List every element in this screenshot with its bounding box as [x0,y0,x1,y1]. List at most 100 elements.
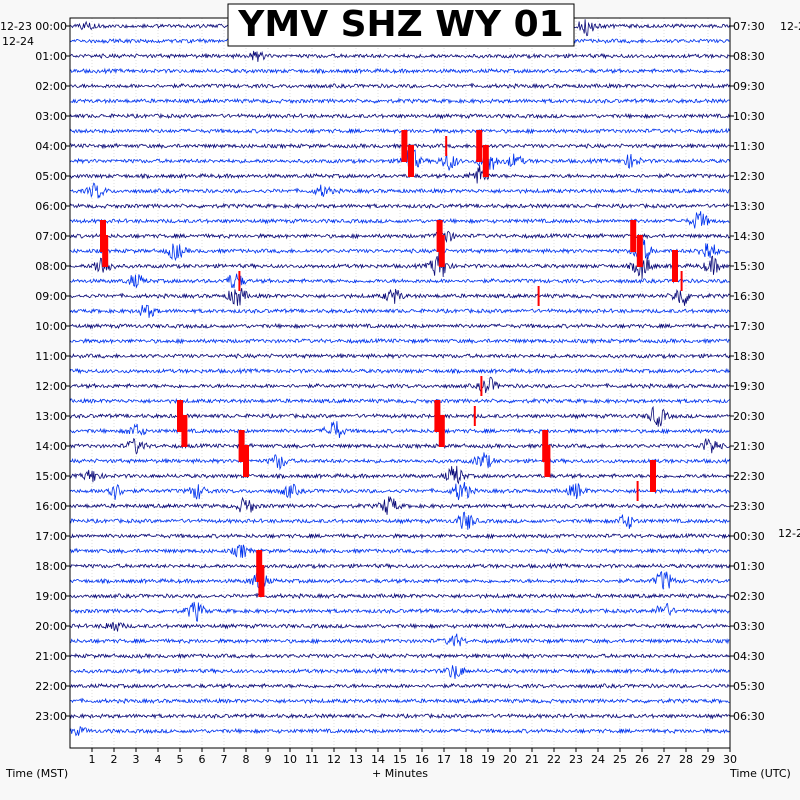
right-hour-label: 14:30 [733,230,765,243]
left-hour-label: 14:00 [35,440,67,453]
chart-title: YMV SHZ WY 01 [237,4,563,45]
event-spike [537,286,540,306]
trace-row [69,228,730,244]
right-axis-label: Time (UTC) [729,767,791,780]
event-spike [258,565,265,597]
left-hour-labels: 00:00 01:00 02:00 03:00 04:00 05:00 06:00 07:00… [35,20,70,723]
right-hour-label: 17:30 [733,320,765,333]
right-hour-label: 02:30 [733,590,765,603]
left-hour-label: 07:00 [35,230,67,243]
event-spike [438,235,445,267]
left-hour-label: 04:00 [35,140,67,153]
event-spike [672,250,678,282]
event-spike [177,400,183,432]
x-tick-label: 6 [199,753,206,766]
trace-row [69,712,730,720]
right-hour-label: 22:30 [733,470,765,483]
x-axis-label: + Minutes [372,767,428,780]
trace-row [69,562,730,570]
event-spike [401,130,408,162]
trace-row [69,465,730,485]
right-hour-label: 05:30 [733,680,765,693]
trace-row [69,511,730,530]
trace-row [69,211,730,229]
right-hour-label: 15:30 [733,260,765,273]
event-spike [102,235,109,267]
trace-row [69,437,730,455]
trace-row [69,304,730,318]
right-hour-label: 23:30 [733,500,765,513]
event-spike [636,481,639,501]
x-tick-label: 29 [701,753,715,766]
event-spike [238,430,245,462]
date-label-day-left: 12-24 [2,35,34,48]
left-hour-label: 02:00 [35,80,67,93]
right-hour-label: 21:30 [733,440,765,453]
trace-row [69,601,730,622]
event-spike [482,145,489,177]
right-hour-label: 13:30 [733,200,765,213]
left-hour-label: 17:00 [35,530,67,543]
right-hour-label: 19:30 [733,380,765,393]
trace-row [69,142,730,150]
right-hour-label: 09:30 [733,80,765,93]
x-tick-label: 27 [657,753,671,766]
trace-row [69,238,730,262]
trace-row [69,481,730,501]
date-label-prev-left: 12-23 [0,20,32,33]
trace-row [69,633,730,647]
trace-row [69,697,730,705]
left-hour-label: 19:00 [35,590,67,603]
event-spike [238,271,241,291]
x-tick-label: 14 [371,753,385,766]
x-tick-label: 2 [111,753,118,766]
left-hour-label: 00:00 [35,20,67,33]
event-spike [630,220,637,252]
trace-row [69,592,730,600]
left-hour-label: 03:00 [35,110,67,123]
left-hour-label: 08:00 [35,260,67,273]
left-hour-label: 23:00 [35,710,67,723]
x-tick-label: 13 [349,753,363,766]
left-hour-label: 16:00 [35,500,67,513]
x-tick-label: 15 [393,753,407,766]
title-box [227,3,575,47]
left-hour-label: 01:00 [35,50,67,63]
right-hour-label: 00:30 [733,530,765,543]
trace-row [69,544,730,558]
trace-row [69,82,730,90]
trace-row [69,367,730,375]
left-hour-label: 18:00 [35,560,67,573]
x-tick-label: 4 [155,753,162,766]
trace-row [69,149,730,173]
x-tick-label: 21 [525,753,539,766]
trace-row [69,127,730,135]
left-hour-label: 21:00 [35,650,67,663]
trace-row [69,112,730,120]
left-hour-label: 22:00 [35,680,67,693]
event-spike [650,460,656,492]
event-spike [438,415,445,447]
trace-row [69,452,730,471]
trace-row [69,665,730,679]
event-spike [480,376,483,396]
right-hour-label: 12:30 [733,170,765,183]
x-tick-label: 3 [133,753,140,766]
event-spike [445,136,448,156]
event-spike [680,271,683,291]
clipped-events [100,130,683,597]
trace-row [69,273,730,289]
left-hour-label: 11:00 [35,350,67,363]
x-tick-label: 24 [591,753,605,766]
event-spike [408,145,414,177]
left-hour-label: 10:00 [35,320,67,333]
x-tick-label: 25 [613,753,627,766]
right-hour-label: 03:30 [733,620,765,633]
right-hour-label: 06:30 [733,710,765,723]
trace-row [69,496,730,515]
trace-row [69,682,730,690]
right-hour-label: 11:30 [733,140,765,153]
trace-row [69,165,730,184]
x-tick-label: 18 [459,753,473,766]
